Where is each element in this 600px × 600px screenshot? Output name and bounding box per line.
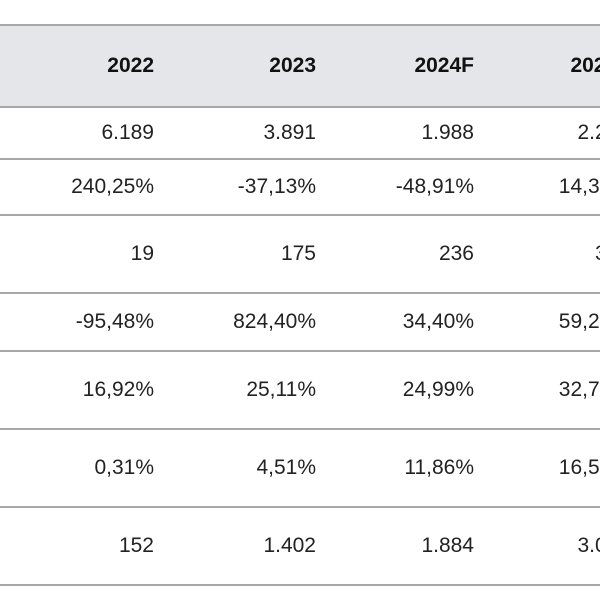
- table-cell: 1.402: [263, 534, 316, 557]
- table-cell: 16,92%: [82, 378, 154, 401]
- table-row: 152 1.402 1.884 3.000: [0, 508, 600, 586]
- table-cell: 19: [130, 242, 154, 265]
- table-cell: 16,52%: [558, 456, 600, 479]
- table-row: 6.189 3.891 1.988 2.273: [0, 108, 600, 160]
- header-cell-2023: 2023: [269, 54, 316, 77]
- table-row: 19 175 236 375: [0, 216, 600, 294]
- table-cell: 1.988: [421, 121, 474, 144]
- table-row: -95,48% 824,40% 34,40% 59,26%: [0, 294, 600, 352]
- table-cell: -48,91%: [395, 175, 474, 198]
- header-cell-2024f: 2024F: [414, 54, 474, 77]
- table-cell: 59,26%: [558, 310, 600, 333]
- top-margin: [0, 0, 600, 24]
- table-cell: 2.273: [577, 121, 600, 144]
- header-cell-2025f: 2025F: [570, 54, 600, 77]
- table-cell: 152: [118, 534, 154, 557]
- table-cell: 175: [280, 242, 316, 265]
- table-cell: 11,86%: [404, 456, 474, 479]
- table-cell: 0,31%: [94, 456, 154, 479]
- table-header-row: 2022 2023 2024F 2025F: [0, 24, 600, 108]
- table-cell: -37,13%: [237, 175, 316, 198]
- table-cell: 32,78%: [558, 378, 600, 401]
- header-cell-2022: 2022: [107, 54, 154, 77]
- table-cell: 3.000: [577, 534, 600, 557]
- table-cell: 24,99%: [402, 378, 474, 401]
- table-cell: 240,25%: [71, 175, 154, 198]
- table-row: 0,31% 4,51% 11,86% 16,52%: [0, 430, 600, 508]
- table-row: 240,25% -37,13% -48,91% 14,34%: [0, 160, 600, 216]
- table-row: 16,92% 25,11% 24,99% 32,78%: [0, 352, 600, 430]
- table-cell: 34,40%: [402, 310, 474, 333]
- table-cell: 4,51%: [256, 456, 316, 479]
- table-cell: -95,48%: [75, 310, 154, 333]
- table-cell: 236: [438, 242, 474, 265]
- table-cell: 6.189: [101, 121, 154, 144]
- table-cell: 375: [595, 216, 600, 292]
- table-cell: 3.891: [263, 121, 316, 144]
- table-cell: 1.884: [421, 534, 474, 557]
- table-cell: 25,11%: [246, 378, 316, 401]
- table-cell: 14,34%: [558, 175, 600, 198]
- table-cell: 824,40%: [233, 310, 316, 333]
